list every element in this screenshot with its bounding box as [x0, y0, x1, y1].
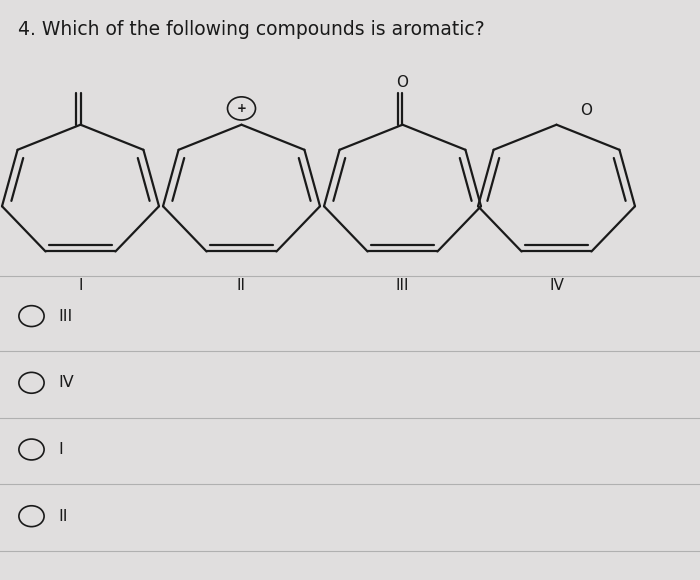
Text: II: II [58, 509, 68, 524]
Text: III: III [58, 309, 72, 324]
Text: I: I [78, 278, 83, 293]
Text: II: II [237, 278, 246, 293]
Text: I: I [58, 442, 63, 457]
Text: III: III [395, 278, 409, 293]
Text: 4. Which of the following compounds is aromatic?: 4. Which of the following compounds is a… [18, 20, 484, 39]
Text: IV: IV [549, 278, 564, 293]
Text: IV: IV [58, 375, 74, 390]
Text: +: + [237, 102, 246, 115]
Text: O: O [396, 75, 409, 90]
Text: O: O [580, 103, 592, 118]
